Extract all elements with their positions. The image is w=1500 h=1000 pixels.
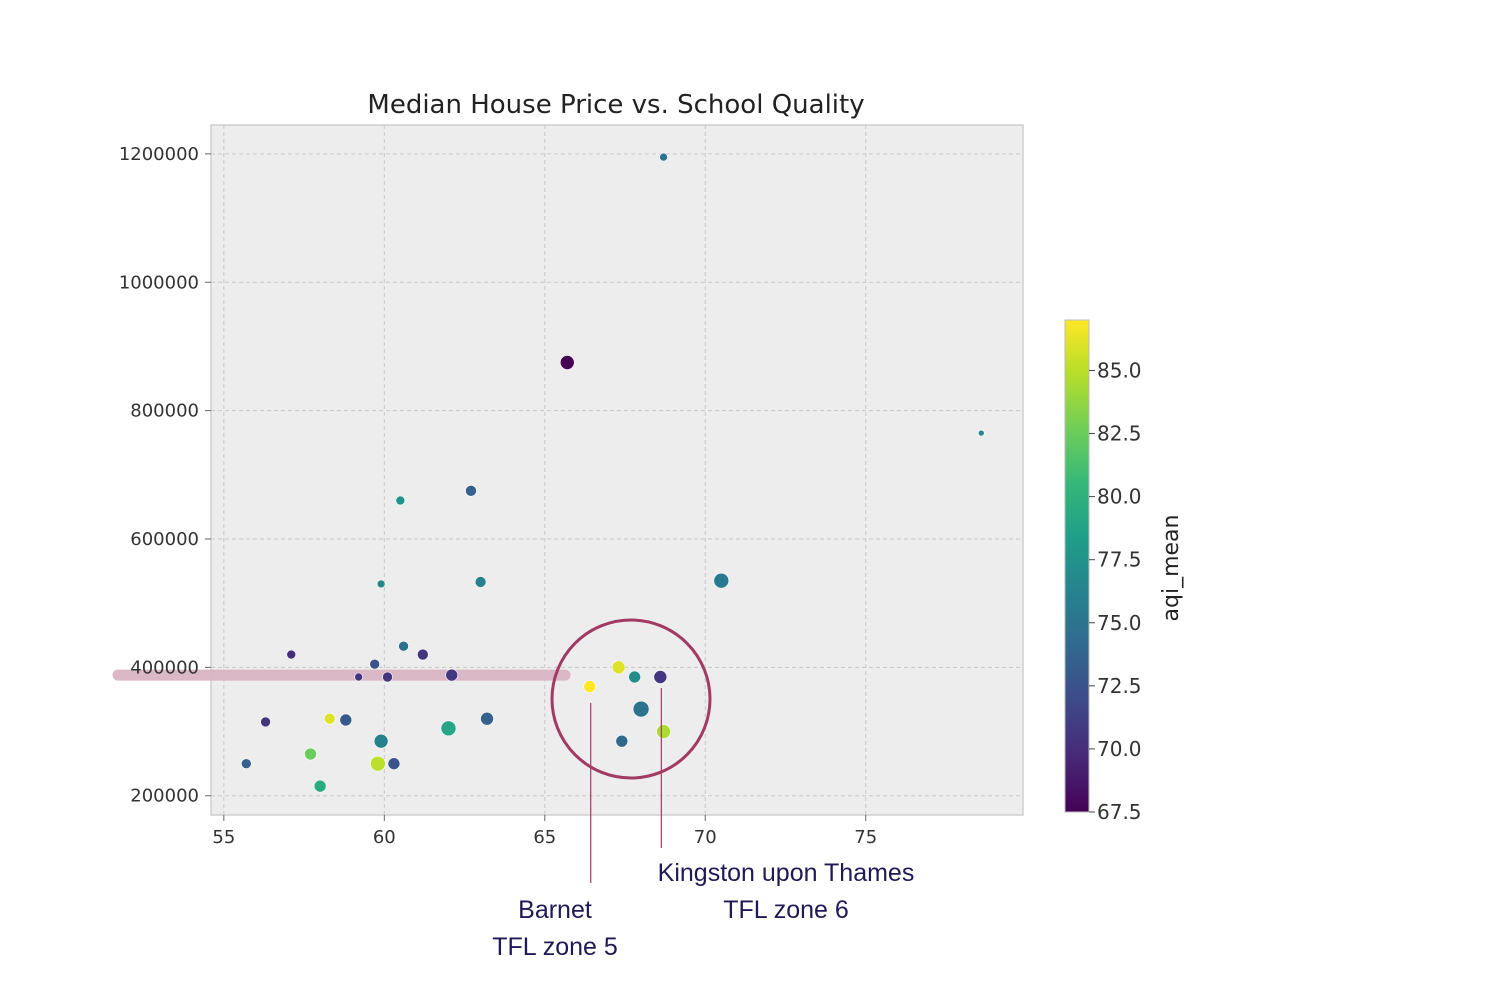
data-point [480,711,494,726]
data-point [382,671,393,683]
colorbar-gradient [1064,319,1090,813]
x-tick-label: 65 [533,827,556,848]
data-point [369,658,380,670]
y-tick-label: 1200000 [119,144,199,165]
data-point [339,713,353,727]
colorbar-tick-label: 72.5 [1097,674,1142,698]
data-point [373,733,389,749]
data-point [628,670,641,684]
x-tick-label: 75 [854,827,877,848]
colorbar-tick-label: 80.0 [1097,485,1142,509]
colorbar: 67.5 70.0 72.5 75.0 77.5 80.0 82.5 85.0 aqi_mea… [1064,319,1184,824]
plot-area [210,124,1024,816]
colorbar-label: aqi_mean [1159,515,1184,622]
data-point [440,720,457,737]
data-point [398,640,409,652]
data-point [387,757,401,770]
y-tick-label: 600000 [130,529,199,550]
data-point [241,758,252,769]
data-point [417,648,429,661]
colorbar-tick-label: 82.5 [1097,422,1142,446]
data-points [241,152,985,793]
data-point [445,668,459,682]
annotations: Barnet TFL zone 5 Kingston upon Thames TFL … [492,688,914,961]
y-tick-label: 800000 [130,401,199,422]
data-point [370,755,386,772]
colorbar-tick-label: 75.0 [1097,611,1142,635]
chart-title: Median House Price vs. School Quality [367,90,864,120]
colorbar-tick-label: 67.5 [1097,800,1142,824]
data-point [583,680,597,693]
data-point [323,712,336,725]
data-point [653,670,668,684]
y-tick-label: 200000 [130,786,199,807]
x-tick-label: 70 [694,827,717,848]
annotation-kingston-name: Kingston upon Thames [658,859,915,887]
x-axis: 55 60 65 70 75 [212,815,877,848]
colorbar-tick-label: 70.0 [1097,737,1142,761]
data-point [313,779,327,793]
data-point [713,572,730,589]
annotation-barnet-zone: TFL zone 5 [492,933,618,961]
data-point [559,355,575,370]
y-tick-label: 400000 [130,657,199,678]
colorbar-tick-label: 77.5 [1097,548,1142,572]
data-point [376,579,386,589]
data-point [474,576,487,588]
data-point [465,485,477,497]
data-point [611,660,626,675]
colorbar-tick-label: 85.0 [1097,358,1142,382]
data-point [354,672,363,682]
data-point [286,649,297,660]
data-point [659,152,668,162]
y-tick-label: 1000000 [119,272,199,293]
data-point [395,495,406,506]
data-point [656,724,671,739]
data-point [260,716,271,728]
y-axis: 200000 400000 600000 800000 1000000 1200000 [119,144,211,807]
annotation-kingston-zone: TFL zone 6 [723,896,849,924]
annotation-barnet-name: Barnet [518,896,592,924]
data-point [615,734,629,748]
x-tick-label: 55 [212,827,235,848]
highlight-circle-layer [550,618,712,780]
cluster-highlight-circle [550,618,712,780]
data-point [304,747,317,761]
x-tick-label: 60 [373,827,396,848]
colorbar-ticks: 67.5 70.0 72.5 75.0 77.5 80.0 82.5 85.0 [1089,358,1142,824]
data-point [977,429,985,437]
data-point [632,700,650,718]
